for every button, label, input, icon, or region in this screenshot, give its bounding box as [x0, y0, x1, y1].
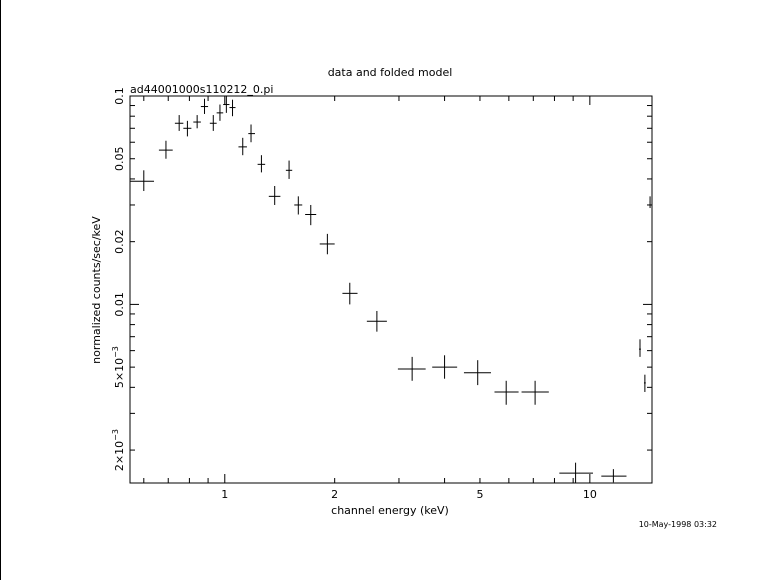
data-point	[216, 104, 224, 121]
data-point	[305, 204, 317, 226]
data-point	[463, 360, 491, 386]
y-tick-label: 5×10−3	[111, 346, 126, 388]
data-point	[294, 196, 303, 215]
y-tick-label: 0.02	[113, 229, 126, 254]
data-point	[248, 124, 256, 143]
data-point	[223, 96, 230, 113]
plot-frame	[129, 95, 653, 484]
x-tick-label: 2	[331, 488, 338, 501]
data-point	[639, 339, 641, 357]
data-point	[397, 356, 426, 381]
x-axis-label: channel energy (keV)	[331, 504, 449, 517]
data-point	[130, 170, 155, 192]
data-point	[268, 185, 281, 205]
data-point	[158, 140, 173, 159]
data-point	[521, 380, 549, 405]
y-axis-ticks	[130, 95, 652, 451]
data-point	[285, 160, 293, 179]
y-tick-label: 0.1	[113, 87, 126, 105]
page-left-edge	[0, 0, 1, 580]
timestamp-label: 10-May-1998 03:32	[639, 520, 717, 529]
data-point	[257, 155, 266, 173]
x-tick-label: 5	[476, 488, 483, 501]
x-tick-label: 10	[583, 488, 597, 501]
data-point	[209, 115, 217, 131]
data-point	[193, 115, 201, 129]
data-point	[643, 374, 646, 392]
data-point	[649, 196, 651, 209]
y-tick-label: 0.01	[113, 292, 126, 317]
data-points	[130, 96, 651, 483]
y-axis-label: normalized counts/sec/keV	[90, 216, 103, 364]
data-point	[366, 310, 387, 332]
x-tick-labels: 1 2 5 10	[221, 488, 597, 501]
data-point	[183, 120, 192, 137]
data-point	[200, 98, 209, 114]
y-tick-labels: 0.1 0.05 0.02 0.01 5×10−3 2×10−3	[111, 87, 126, 471]
data-point	[601, 469, 627, 483]
data-point	[559, 462, 593, 483]
data-point	[238, 137, 247, 156]
data-point	[319, 233, 335, 255]
x-tick-label: 1	[221, 488, 228, 501]
data-point	[229, 99, 236, 117]
data-point	[174, 115, 184, 131]
data-point	[432, 355, 458, 379]
y-tick-label: 2×10−3	[111, 429, 126, 471]
y-tick-label: 0.05	[113, 146, 126, 171]
chart-title: data and folded model	[328, 66, 453, 79]
data-point	[342, 282, 358, 305]
data-point	[494, 380, 519, 405]
chart-subtitle: ad44001000s110212_0.pi	[130, 83, 273, 96]
x-axis-ticks	[143, 96, 591, 483]
